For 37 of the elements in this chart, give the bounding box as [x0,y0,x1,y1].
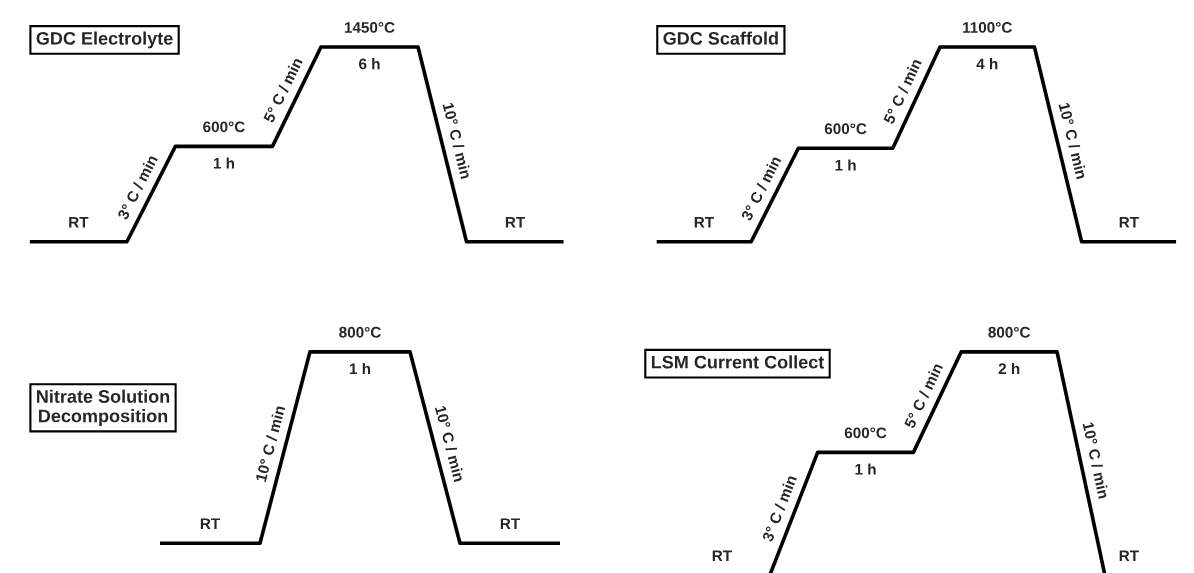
annotation: 6 h [359,58,380,70]
annotation: RT [712,550,732,562]
annotation: RT [69,217,89,228]
annotation: 5° C / min [262,56,303,124]
text: 1450°C [344,22,395,33]
annotation: 10° C / min [434,405,465,483]
annotation: 4 h [976,58,998,70]
annotation: RT [1119,550,1139,562]
annotation: 3° C / min [761,474,798,543]
annotation: 600°C [844,427,887,439]
text: 800°C [339,326,381,338]
annotation: 1 h [855,463,876,475]
annotation: RT [500,518,521,529]
annotation: 10° C / min [255,405,286,483]
text: 800°C [988,326,1031,338]
annotation: RT [1119,217,1139,228]
annotation: RT [505,217,526,228]
chart-title: GDC Scaffold [663,31,778,45]
annotation: 1 h [213,157,235,169]
chart-title: GDC Electrolyte [36,31,173,49]
annotation: 10° C / min [442,102,472,180]
annotation: RT [200,518,221,529]
annotation: 3° C / min [740,155,782,222]
text: 1100°C [963,22,1012,33]
text: Nitrate Solution Decomposition [37,389,170,426]
annotation: 1 h [349,362,371,374]
annotation: RT [694,217,714,228]
annotation: 2 h [998,362,1020,374]
annotation: 10° C / min [1082,421,1110,499]
annotation: 10° C / min [1058,102,1088,180]
annotation: 5° C / min [882,58,922,125]
annotation: 600°C [203,121,245,133]
chart-title: LSM Current Collect [651,355,825,369]
annotation: 5° C / min [903,362,944,430]
annotation: 600°C [824,123,867,135]
annotation: 1 h [835,159,856,171]
annotation: 3° C / min [116,154,158,221]
